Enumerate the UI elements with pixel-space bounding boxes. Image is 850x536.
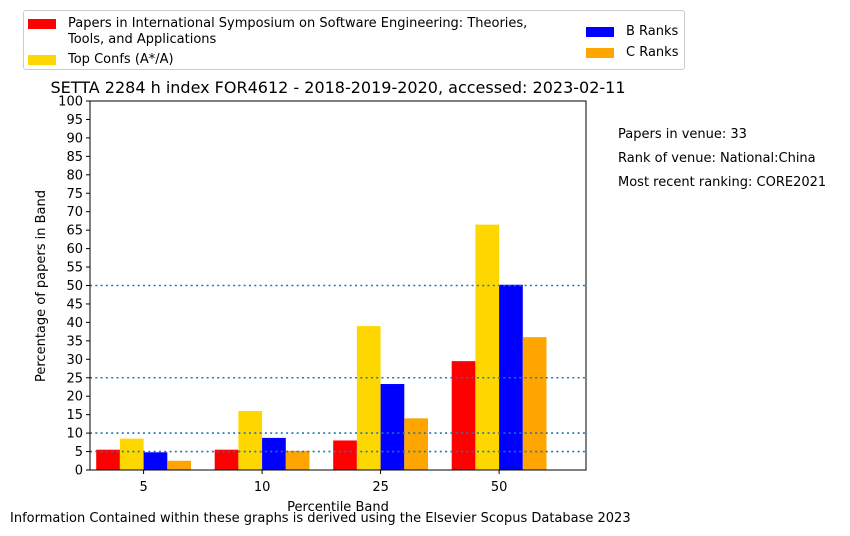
x-tick-label: 10 xyxy=(254,480,271,495)
x-tick-label: 5 xyxy=(139,480,147,495)
y-tick-label: 80 xyxy=(66,168,83,183)
note-most-recent-ranking: Most recent ranking: CORE2021 xyxy=(618,175,827,190)
legend-swatch-blue xyxy=(586,27,614,37)
y-tick-label: 25 xyxy=(66,371,83,386)
chart-title: SETTA 2284 h index FOR4612 - 2018-2019-2… xyxy=(50,78,625,97)
bar-10-series-3 xyxy=(262,437,286,470)
x-tick-label: 25 xyxy=(372,480,389,495)
y-tick-label: 70 xyxy=(66,205,83,220)
bar-50-series-1 xyxy=(451,361,476,470)
legend-item-c-ranks: C Ranks xyxy=(586,45,678,61)
bar-50-series-4 xyxy=(522,337,547,470)
legend-label-b-ranks: B Ranks xyxy=(626,24,679,39)
y-axis-label: Percentage of papers in Band xyxy=(34,190,49,382)
y-tick-label: 85 xyxy=(66,150,83,165)
y-tick-label: 0 xyxy=(75,464,83,479)
x-axis-label: Percentile Band xyxy=(287,500,389,515)
y-tick-label: 55 xyxy=(66,261,83,276)
y-tick-label: 75 xyxy=(66,187,83,202)
x-axis: 5 10 25 50 xyxy=(139,470,507,495)
legend-item-top-confs: Top Confs (A*/A) xyxy=(28,52,174,68)
legend-swatch-orange xyxy=(586,48,614,58)
bar-10-series-2 xyxy=(238,410,263,470)
x-tick-label: 50 xyxy=(491,480,508,495)
y-tick-label: 100 xyxy=(58,95,83,110)
y-tick-label: 15 xyxy=(66,408,83,423)
legend-label-c-ranks: C Ranks xyxy=(626,45,679,60)
y-tick-label: 10 xyxy=(66,427,83,442)
bar-10-series-1 xyxy=(214,449,239,470)
y-axis: 0 5 10 15 20 25 30 35 40 45 50 55 60 65 70 75 80 85 90 95 10… xyxy=(58,95,90,479)
y-tick-label: 40 xyxy=(66,316,83,331)
bar-25-series-4 xyxy=(404,418,428,470)
legend-item-b-ranks: B Ranks xyxy=(586,24,678,40)
legend-swatch-gold xyxy=(28,55,56,65)
y-tick-label: 50 xyxy=(66,279,83,294)
legend-label-venue: Papers in International Symposium on Sof… xyxy=(68,16,528,47)
legend: Papers in International Symposium on Sof… xyxy=(23,10,685,70)
y-tick-label: 60 xyxy=(66,242,83,257)
note-papers-in-venue: Papers in venue: 33 xyxy=(618,127,747,142)
legend-label-top-confs: Top Confs (A*/A) xyxy=(68,52,174,67)
bar-10-series-4 xyxy=(285,450,310,470)
y-tick-label: 5 xyxy=(75,445,83,460)
bar-25-series-3 xyxy=(380,384,405,470)
footer-source-note: Information Contained within these graph… xyxy=(10,511,631,526)
y-tick-label: 90 xyxy=(66,131,83,146)
bar-5-series-2 xyxy=(119,438,144,470)
legend-item-venue: Papers in International Symposium on Sof… xyxy=(28,16,527,48)
bar-5-series-3 xyxy=(143,452,168,470)
y-tick-label: 30 xyxy=(66,353,83,368)
bar-50-series-2 xyxy=(475,224,500,470)
y-tick-label: 65 xyxy=(66,224,83,239)
bar-50-series-3 xyxy=(499,284,523,470)
bar-25-series-2 xyxy=(356,326,381,470)
bar-5-series-4 xyxy=(167,460,191,470)
bars-group xyxy=(96,224,547,470)
y-tick-label: 95 xyxy=(66,113,83,128)
bar-25-series-1 xyxy=(333,440,357,470)
note-rank-of-venue: Rank of venue: National:China xyxy=(618,151,816,166)
y-tick-label: 45 xyxy=(66,297,83,312)
legend-swatch-red xyxy=(28,19,56,29)
y-tick-label: 20 xyxy=(66,390,83,405)
y-tick-label: 35 xyxy=(66,334,83,349)
bar-5-series-1 xyxy=(96,449,120,470)
